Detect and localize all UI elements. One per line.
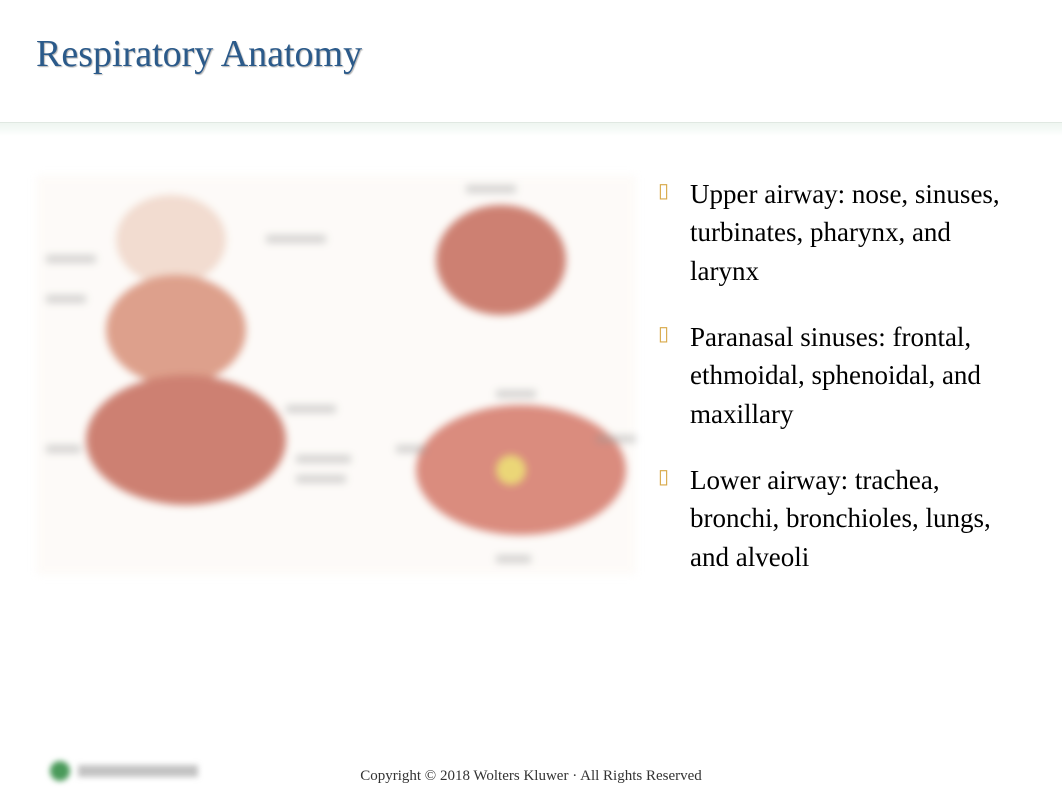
list-item: ▯ Lower airway: trachea, bronchi, bronch… [686,461,1022,576]
copyright-footer: Copyright © 2018 Wolters Kluwer · All Ri… [0,768,1062,785]
content-area: ▯ Upper airway: nose, sinuses, turbinate… [36,175,1022,604]
list-item: ▯ Paranasal sinuses: frontal, ethmoidal,… [686,318,1022,433]
bullet-text: Lower airway: trachea, bronchi, bronchio… [690,465,991,572]
slide-title: Respiratory Anatomy [0,0,1062,76]
bullet-text: Paranasal sinuses: frontal, ethmoidal, s… [690,322,981,429]
bullet-marker-icon: ▯ [658,320,669,348]
bullet-text: Upper airway: nose, sinuses, turbinates,… [690,179,1000,286]
title-divider [0,122,1062,136]
bullet-marker-icon: ▯ [658,177,669,205]
bullet-list: ▯ Upper airway: nose, sinuses, turbinate… [656,175,1022,604]
list-item: ▯ Upper airway: nose, sinuses, turbinate… [686,175,1022,290]
anatomy-diagram-image [36,175,636,575]
bullet-marker-icon: ▯ [658,463,669,491]
